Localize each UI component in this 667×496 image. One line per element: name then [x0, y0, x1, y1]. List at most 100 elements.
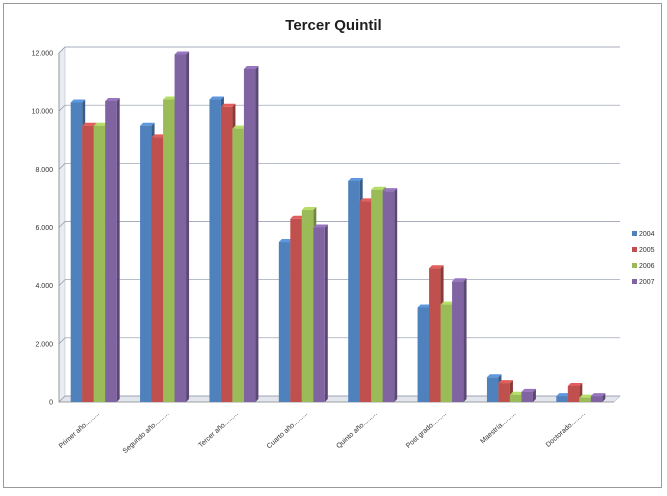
legend-item-2004: 2004	[632, 231, 655, 238]
bar-top	[452, 278, 467, 282]
bar-top	[382, 188, 398, 192]
gridline	[58, 162, 620, 170]
bar-side	[255, 65, 259, 402]
gridline	[58, 221, 620, 228]
bar-side	[116, 97, 120, 403]
bar-2007-5	[382, 188, 398, 402]
x-category-label: Primer año.........	[58, 410, 101, 450]
bar-side	[394, 188, 398, 402]
y-tick-labels: 0 2.000 4.000 6.000 8.000 10.000 12.000	[32, 51, 54, 407]
bar-front	[151, 137, 164, 402]
legend-item-2007: 2007	[632, 279, 655, 286]
bar-front	[163, 99, 175, 403]
bar-2007-3	[243, 65, 259, 402]
legend-swatch	[632, 263, 637, 268]
legend-label: 2005	[639, 247, 655, 254]
bar-top	[590, 393, 606, 397]
bar-front	[209, 99, 221, 403]
y-tick-label: 2.000	[35, 341, 53, 348]
bar-top	[313, 224, 328, 228]
bar-front	[105, 100, 117, 403]
gridline	[58, 46, 620, 54]
legend-label: 2007	[639, 279, 655, 286]
bar-side	[186, 51, 190, 403]
bar-2007-8	[590, 393, 606, 402]
bar-top	[209, 96, 224, 100]
bar-top	[278, 239, 294, 243]
bar-front	[174, 54, 187, 403]
bar-top	[440, 301, 456, 305]
bar-front	[382, 191, 395, 402]
bar-side	[324, 224, 328, 402]
legend-swatch	[632, 247, 637, 252]
x-category-label: Segundo año.........	[122, 410, 171, 455]
bar-top	[220, 103, 236, 107]
y-tick-label: 0	[49, 400, 53, 407]
bar-top	[371, 186, 386, 190]
bar-2007-4	[313, 224, 328, 402]
gridlines	[58, 46, 621, 403]
x-category-label: Quinto año.........	[335, 410, 378, 450]
bar-front	[417, 307, 430, 402]
bar-2007-2	[174, 51, 190, 403]
bar-top	[82, 122, 97, 126]
bar-front	[371, 189, 383, 402]
bar-top	[486, 374, 502, 378]
bar-top	[348, 177, 363, 181]
bar-2007-7	[521, 388, 536, 402]
bar-front	[556, 396, 568, 402]
bar-top	[70, 99, 86, 103]
bar-front	[486, 377, 499, 402]
bar-front	[452, 281, 464, 402]
x-category-label: Cuarto año.........	[266, 410, 309, 450]
bar-top	[556, 393, 571, 397]
bar-top	[509, 391, 525, 395]
legend-label: 2004	[639, 231, 655, 238]
bar-side	[463, 278, 467, 402]
bar-top	[498, 380, 513, 384]
bar-front	[301, 210, 314, 402]
bar-front	[429, 268, 441, 402]
legend-swatch	[632, 279, 637, 284]
bar-front	[590, 396, 603, 402]
x-category-label: Maestría.........	[479, 410, 517, 445]
gridline	[58, 104, 620, 112]
bar-front	[243, 68, 256, 402]
bar-front	[82, 125, 94, 402]
y-tick-label: 10.000	[32, 109, 54, 116]
bar-top	[93, 122, 109, 126]
bar-front	[509, 394, 522, 402]
bar-front	[521, 391, 533, 402]
y-tick-label: 12.000	[32, 51, 54, 58]
bar-top	[174, 51, 190, 55]
bar-front	[93, 125, 106, 402]
x-category-label: Post grado.........	[405, 410, 448, 450]
bar-front	[579, 397, 591, 402]
chart-frame: Tercer Quintil 0 2.000 4.000 6.000 8.000 10.0…	[3, 3, 662, 488]
y-tick-label: 6.000	[35, 225, 53, 232]
bar-top	[243, 65, 259, 69]
bar-top	[429, 265, 444, 269]
bar-front	[348, 180, 360, 402]
bar-2007-6	[452, 278, 467, 402]
bar-chart: 0 2.000 4.000 6.000 8.000 10.000 12.000 Primer…	[32, 46, 655, 455]
bar-front	[567, 386, 580, 402]
bar-front	[278, 242, 291, 402]
x-category-label: Tercer año.........	[198, 410, 240, 449]
legend-swatch	[632, 231, 637, 236]
bar-side	[602, 393, 606, 402]
bar-front	[70, 102, 83, 403]
bar-top	[151, 134, 167, 138]
bar-top	[521, 388, 536, 392]
legend-item-2006: 2006	[632, 263, 655, 270]
bar-2007-1	[105, 97, 120, 403]
bar-front	[232, 128, 244, 402]
bar-top	[105, 97, 120, 101]
y-tick-label: 8.000	[35, 167, 53, 174]
bar-top	[359, 198, 375, 202]
bar-side	[532, 388, 536, 402]
bar-front	[220, 106, 233, 402]
chart-title: Tercer Quintil	[285, 17, 382, 34]
bars	[70, 51, 606, 403]
bar-front	[140, 125, 152, 402]
